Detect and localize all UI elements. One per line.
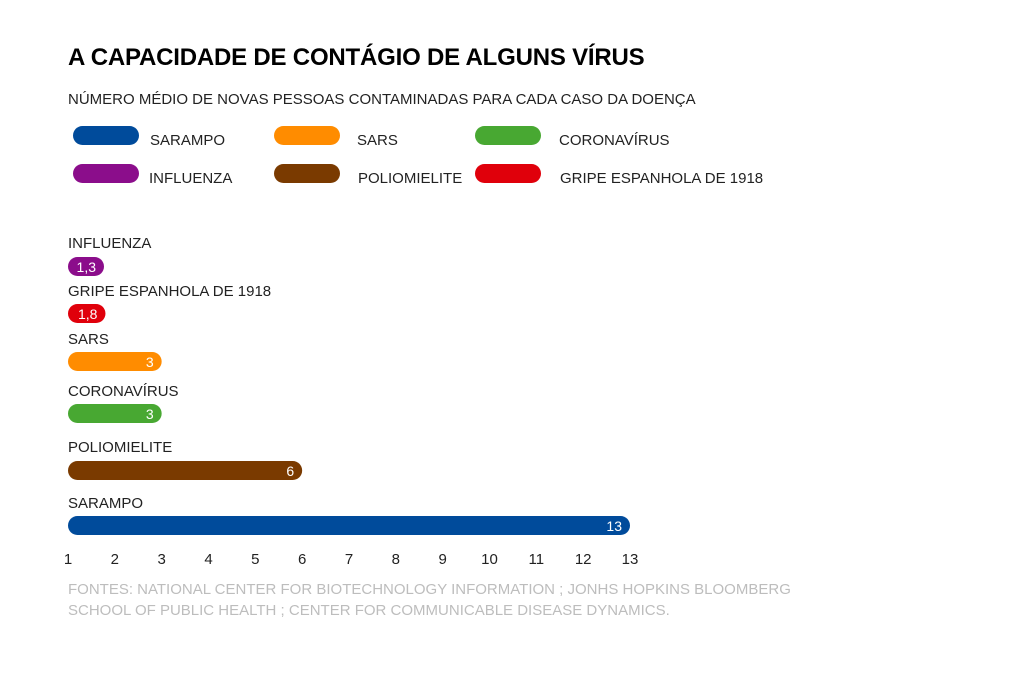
- x-tick-label-4: 4: [204, 551, 212, 568]
- x-tick-label-2: 2: [111, 551, 119, 568]
- chart-subtitle: NÚMERO MÉDIO DE NOVAS PESSOAS CONTAMINAD…: [68, 91, 696, 108]
- legend-label: SARS: [357, 132, 398, 149]
- category-label-coronavirus: CORONAVÍRUS: [68, 383, 179, 400]
- value-label-sars: 3: [146, 354, 154, 370]
- legend-label: SARAMPO: [150, 132, 226, 149]
- x-tick-label-11: 11: [529, 551, 545, 568]
- legend-swatch: [274, 164, 340, 183]
- x-tick-label-1: 1: [64, 551, 72, 568]
- value-label-gripe-espanhola-de-1918: 1,8: [78, 306, 98, 322]
- value-label-influenza: 1,3: [77, 259, 97, 275]
- category-label-poliomielite: POLIOMIELITE: [68, 439, 172, 456]
- source-note: FONTES: NATIONAL CENTER FOR BIOTECHNOLOG…: [68, 581, 791, 619]
- x-tick-label-3: 3: [157, 551, 165, 568]
- legend-swatch: [475, 126, 541, 145]
- category-label-sars: SARS: [68, 331, 109, 348]
- x-tick-label-12: 12: [575, 551, 592, 568]
- legend-label: POLIOMIELITE: [358, 170, 463, 187]
- bar-gripe-espanhola-de-1918: [68, 304, 106, 323]
- value-label-poliomielite: 6: [286, 463, 294, 479]
- bar-coronavirus: [68, 404, 162, 423]
- value-label-sarampo: 13: [606, 518, 622, 534]
- legend-swatch: [475, 164, 541, 183]
- x-tick-label-9: 9: [438, 551, 446, 568]
- x-tick-label-10: 10: [481, 551, 498, 568]
- legend-swatch: [73, 164, 139, 183]
- x-tick-label-5: 5: [251, 551, 259, 568]
- chart-title: A CAPACIDADE DE CONTÁGIO DE ALGUNS VÍRUS: [68, 44, 645, 71]
- category-label-influenza: INFLUENZA: [68, 235, 151, 252]
- bar-sars: [68, 352, 162, 371]
- legend-label: GRIPE ESPANHOLA DE 1918: [560, 170, 764, 187]
- legend-label: CORONAVÍRUS: [559, 132, 670, 149]
- value-label-coronavirus: 3: [146, 406, 154, 422]
- x-tick-label-13: 13: [622, 551, 639, 568]
- legend-swatch: [274, 126, 340, 145]
- category-label-gripe-espanhola-de-1918: GRIPE ESPANHOLA DE 1918: [68, 283, 271, 300]
- category-label-sarampo: SARAMPO: [68, 495, 143, 512]
- x-tick-label-8: 8: [392, 551, 400, 568]
- legend-swatch: [73, 126, 139, 145]
- bar-poliomielite: [68, 461, 303, 480]
- bar-sarampo: [68, 516, 630, 535]
- x-tick-label-6: 6: [298, 551, 306, 568]
- x-tick-label-7: 7: [345, 551, 353, 568]
- bar-influenza: [68, 257, 104, 276]
- legend-label: INFLUENZA: [149, 170, 233, 187]
